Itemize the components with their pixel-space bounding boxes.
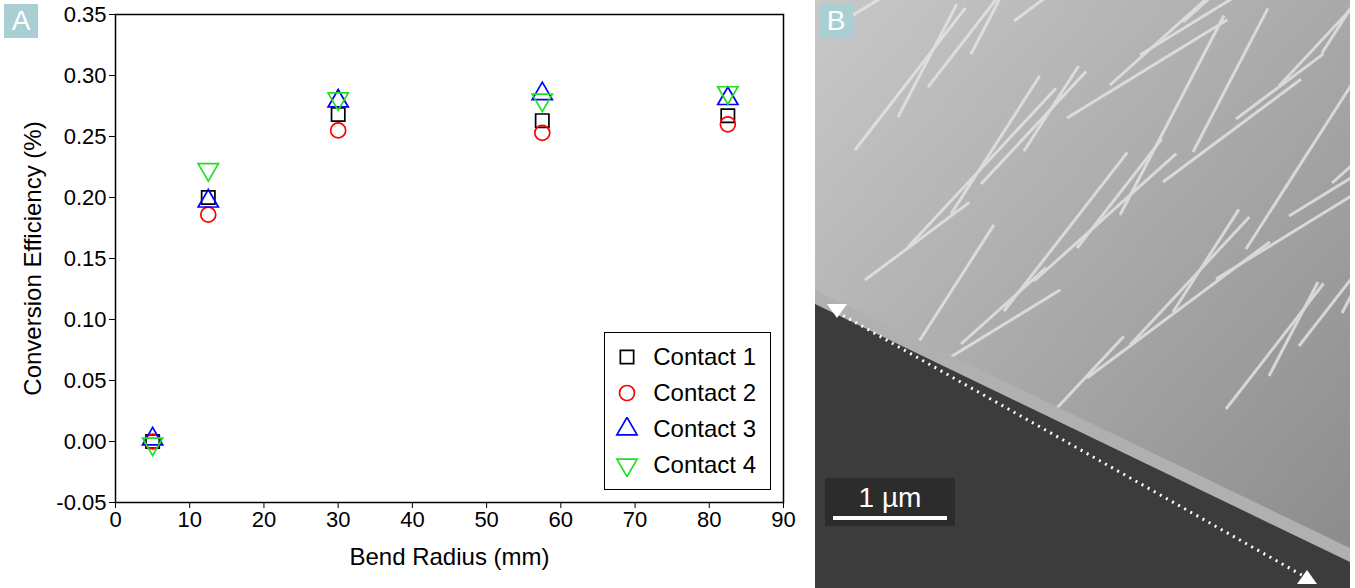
html-text:Contact 2: Contact 2 — [653, 379, 756, 406]
html-text:B: B — [826, 5, 846, 36]
svg-text:0.10: 0.10 — [64, 307, 107, 332]
svg-text:90: 90 — [771, 507, 795, 532]
html-text:Contact 1: Contact 1 — [653, 343, 756, 370]
svg-text:0.25: 0.25 — [64, 124, 107, 149]
svg-text:0.35: 0.35 — [64, 2, 107, 27]
svg-text:Conversion Efficiency (%): Conversion Efficiency (%) — [19, 121, 46, 395]
svg-text:Bend Radius (mm): Bend Radius (mm) — [349, 543, 549, 570]
html-text:A: A — [11, 5, 31, 36]
svg-text:80: 80 — [697, 507, 721, 532]
svg-text:-0.05: -0.05 — [56, 490, 106, 515]
svg-text:40: 40 — [400, 507, 424, 532]
svg-text:0: 0 — [109, 507, 121, 532]
svg-text:0.15: 0.15 — [64, 246, 107, 271]
svg-text:0.30: 0.30 — [64, 63, 107, 88]
svg-text:0.20: 0.20 — [64, 185, 107, 210]
svg-text:0.00: 0.00 — [64, 429, 107, 454]
svg-text:70: 70 — [623, 507, 647, 532]
svg-text:1 µm: 1 µm — [859, 482, 922, 513]
svg-text:30: 30 — [326, 507, 350, 532]
html-text:Contact 4: Contact 4 — [653, 451, 756, 478]
svg-text:60: 60 — [549, 507, 573, 532]
html-text:Contact 3: Contact 3 — [653, 415, 756, 442]
svg-text:0.05: 0.05 — [64, 368, 107, 393]
svg-text:50: 50 — [474, 507, 498, 532]
svg-text:20: 20 — [252, 507, 276, 532]
svg-text:10: 10 — [177, 507, 201, 532]
